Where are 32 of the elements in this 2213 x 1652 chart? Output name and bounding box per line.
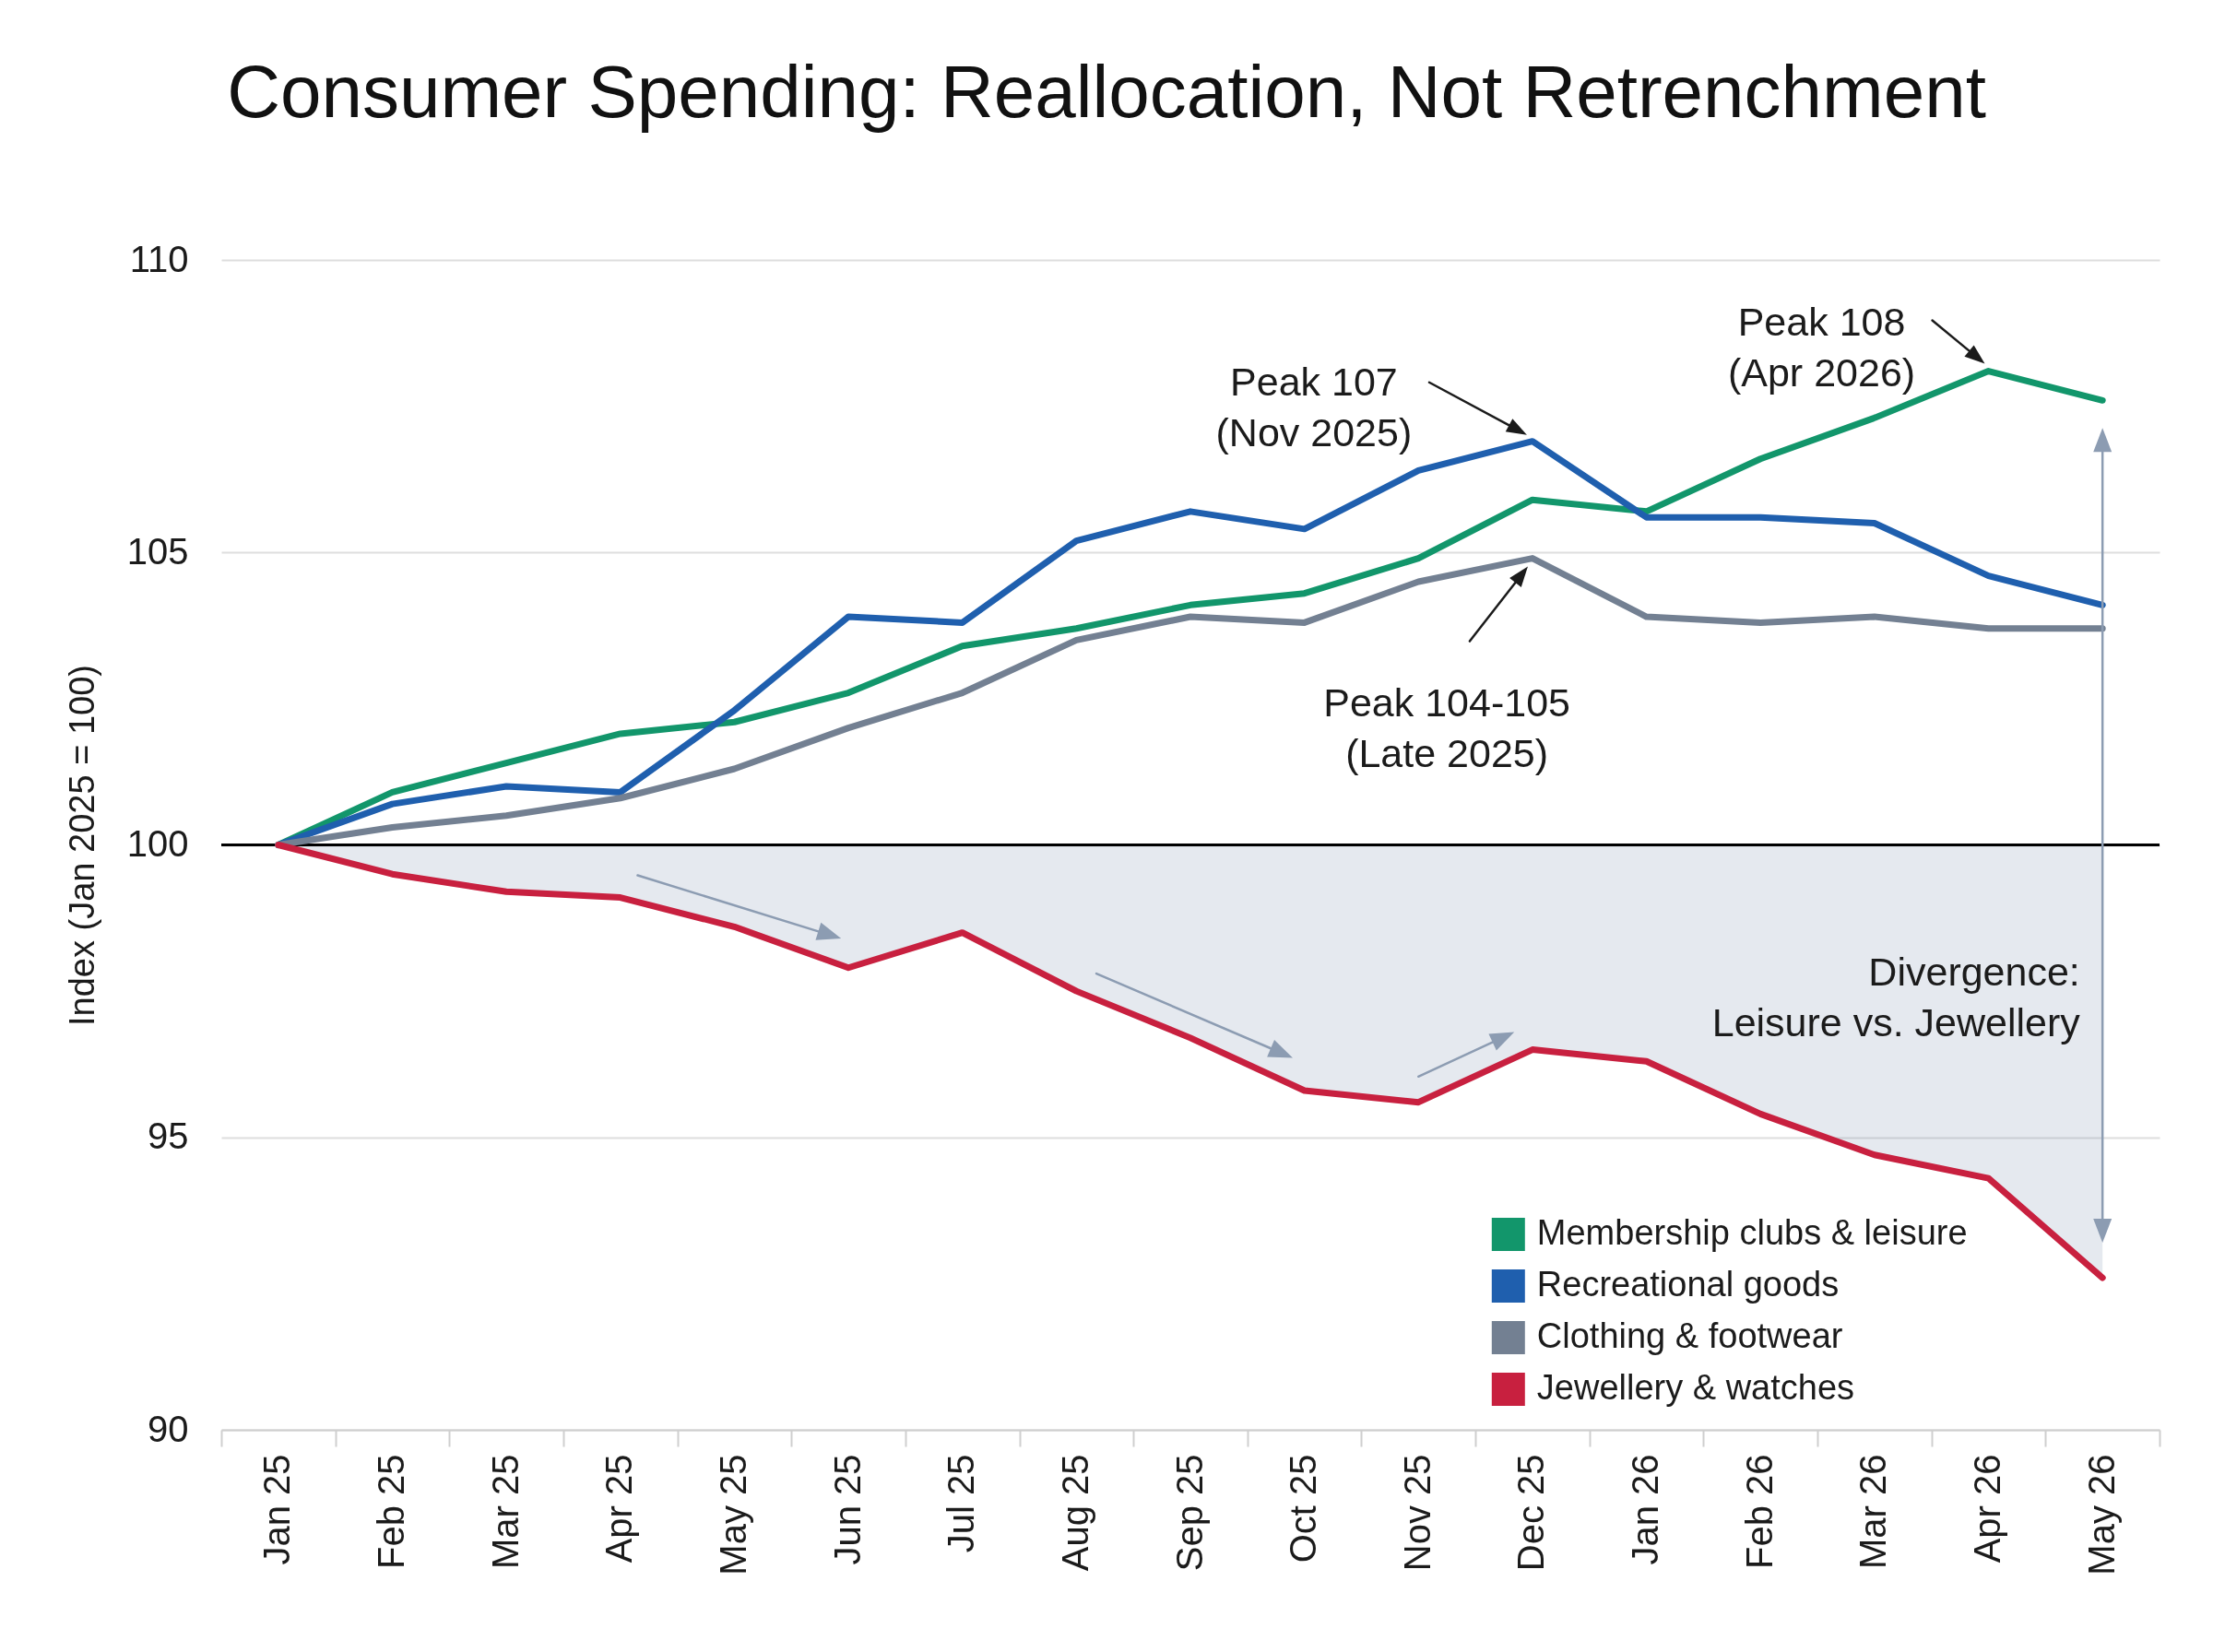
x-tick-label: Mar 25: [484, 1454, 526, 1569]
y-tick-label: 105: [126, 530, 189, 572]
x-tick-label: Nov 25: [1396, 1454, 1438, 1572]
y-tick-label: 95: [148, 1115, 189, 1157]
x-tick-label: Mar 26: [1852, 1454, 1894, 1569]
y-tick-label: 110: [129, 238, 189, 279]
y-tick-label: 100: [126, 823, 189, 864]
y-tick-label: 90: [148, 1408, 189, 1449]
x-tick-label: May 25: [712, 1454, 753, 1575]
annotation: Divergence: Leisure vs. Jewellery: [1711, 950, 2081, 1045]
x-tick-label: Apr 25: [598, 1454, 640, 1564]
x-tick-label: Jan 25: [256, 1454, 298, 1565]
x-tick-label: Feb 25: [370, 1454, 411, 1570]
annotation: Peak 107 (Nov 2025): [1215, 359, 1413, 454]
x-tick-label: Jan 26: [1625, 1454, 1666, 1565]
x-tick-label: Jun 25: [826, 1454, 868, 1565]
annotation: Peak 108 (Apr 2026): [1727, 299, 1916, 395]
x-tick-label: Feb 26: [1738, 1454, 1780, 1570]
legend-label: Jewellery & watches: [1536, 1368, 1855, 1408]
x-tick-label: Aug 25: [1054, 1454, 1095, 1572]
chart-title: Consumer Spending: Reallocation, Not Retrenchment: [227, 51, 1986, 133]
legend-label: Clothing & footwear: [1536, 1316, 1843, 1356]
x-tick-label: May 26: [2080, 1454, 2122, 1575]
legend-label: Membership clubs & leisure: [1536, 1213, 1968, 1253]
legend-label: Recreational goods: [1536, 1265, 1840, 1304]
x-tick-label: Jul 25: [941, 1454, 982, 1553]
x-tick-label: Sep 25: [1168, 1454, 1210, 1572]
x-tick-label: Apr 26: [1967, 1454, 2008, 1564]
x-tick-label: Oct 25: [1283, 1454, 1324, 1564]
y-axis-title: Index (Jan 2025 = 100): [62, 665, 101, 1026]
x-tick-label: Dec 25: [1510, 1454, 1552, 1572]
annotation: Peak 104-105 (Late 2025): [1323, 679, 1570, 775]
